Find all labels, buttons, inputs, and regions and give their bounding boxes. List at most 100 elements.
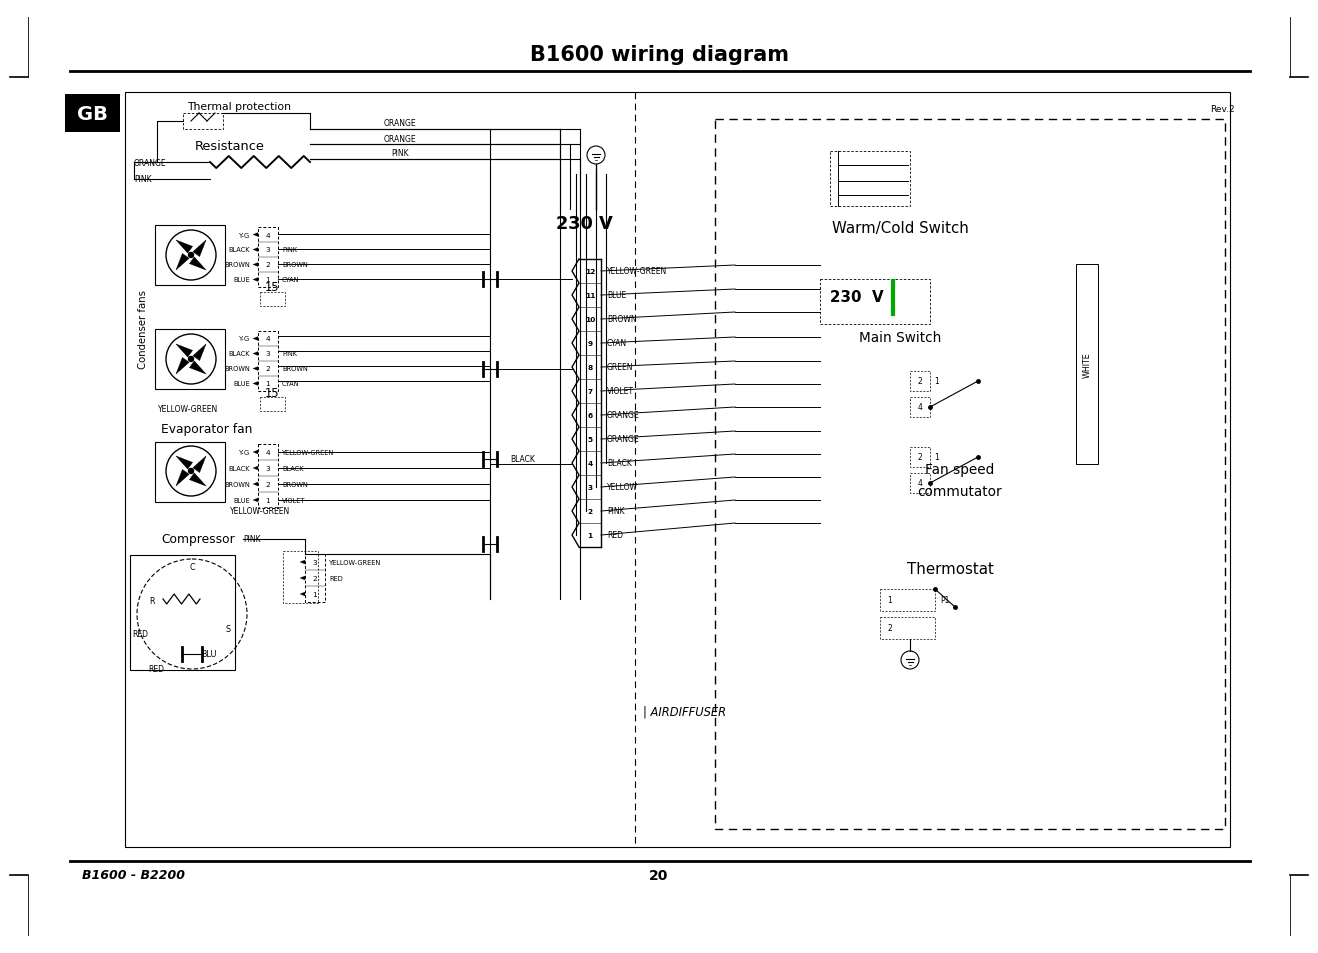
Text: 1: 1 [266,381,270,387]
Text: VIOLET: VIOLET [608,387,634,396]
Polygon shape [301,577,304,580]
Text: Y-G: Y-G [239,336,250,342]
Text: WHITE: WHITE [1082,352,1091,377]
Text: C: C [190,563,195,572]
Text: B1600 - B2200: B1600 - B2200 [82,868,185,882]
Text: 9: 9 [588,340,593,347]
Text: 4: 4 [266,336,270,342]
Text: 3: 3 [266,351,270,357]
Polygon shape [177,470,188,487]
Polygon shape [253,352,258,356]
Text: RED: RED [608,531,623,540]
Bar [1075,265,1098,464]
Text: 4: 4 [266,450,270,456]
Text: BLUE: BLUE [608,292,626,300]
Text: VIOLET: VIOLET [282,497,306,503]
Text: 2: 2 [266,262,270,268]
Text: RED: RED [330,576,343,581]
Text: B1600 wiring diagram: B1600 wiring diagram [530,45,788,65]
Bar [156,442,225,502]
Text: PINK: PINK [134,175,152,184]
Text: 1: 1 [312,592,318,598]
Polygon shape [192,241,206,257]
Text: 4: 4 [917,479,923,488]
Text: BROWN: BROWN [282,481,307,488]
Text: CYAN: CYAN [282,277,299,283]
Text: Thermal protection: Thermal protection [187,102,291,112]
Text: BROWN: BROWN [608,315,637,324]
Text: ORANGE: ORANGE [608,411,639,420]
Text: 3: 3 [266,247,270,253]
Text: BROWN: BROWN [224,366,250,372]
Bar [156,330,225,390]
Text: 3: 3 [266,465,270,472]
Text: 1: 1 [588,533,593,538]
FancyBboxPatch shape [65,95,120,132]
Text: 10: 10 [585,316,596,323]
Text: YELLOW-GREEN: YELLOW-GREEN [231,507,290,516]
Text: BLACK: BLACK [228,351,250,357]
Text: 2: 2 [917,377,923,386]
Text: Condenser fans: Condenser fans [138,291,148,369]
Polygon shape [177,241,192,253]
Text: PINK: PINK [608,507,625,516]
Text: BLACK: BLACK [282,465,303,472]
Text: ORANGE: ORANGE [384,119,416,129]
Text: 2: 2 [588,509,593,515]
Text: Warm/Cold Switch: Warm/Cold Switch [832,220,969,235]
Bar [130,556,235,670]
Polygon shape [177,254,188,271]
Text: R: R [149,597,154,606]
Circle shape [188,469,194,474]
Text: BROWN: BROWN [224,262,250,268]
Text: 15: 15 [265,281,279,294]
Text: 1: 1 [266,497,270,503]
Polygon shape [253,482,258,486]
Text: PINK: PINK [243,535,261,544]
Polygon shape [253,498,258,502]
Text: Resistance: Resistance [195,140,265,153]
Text: YELLOW-GREEN: YELLOW-GREEN [158,405,219,414]
Text: PINK: PINK [282,351,297,357]
Text: 20: 20 [650,868,668,882]
Text: 230  V: 230 V [830,291,883,305]
Polygon shape [177,345,192,357]
Text: PINK: PINK [391,150,409,158]
Text: Y-G: Y-G [239,233,250,238]
Polygon shape [177,358,188,375]
Polygon shape [192,456,206,473]
Text: GB: GB [76,105,108,123]
Text: Thermostat: Thermostat [907,562,994,577]
Polygon shape [253,263,258,267]
Text: Main Switch: Main Switch [859,331,941,345]
Text: commutator: commutator [917,484,1002,498]
Polygon shape [253,367,258,371]
Text: 2: 2 [266,366,270,372]
Text: 230 V: 230 V [556,214,613,233]
Text: P1: P1 [940,596,949,605]
Text: 2: 2 [266,481,270,488]
Text: BROWN: BROWN [224,481,250,488]
Text: Evaporator fan: Evaporator fan [161,423,252,436]
Text: 4: 4 [588,460,593,467]
Text: 3: 3 [312,559,318,565]
Text: YELLOW-GREEN: YELLOW-GREEN [330,559,381,565]
Text: YELLOW-GREEN: YELLOW-GREEN [608,267,667,276]
Text: RED: RED [132,630,148,639]
Polygon shape [253,382,258,386]
Polygon shape [192,345,206,361]
Text: Y-G: Y-G [239,450,250,456]
Text: PINK: PINK [282,247,297,253]
Text: 2: 2 [312,576,318,581]
Polygon shape [253,248,258,253]
Bar [156,226,225,286]
Text: 4: 4 [266,233,270,238]
Text: CYAN: CYAN [608,339,627,348]
Text: 1: 1 [934,453,938,462]
Text: 1: 1 [934,377,938,386]
Text: ORANGE: ORANGE [384,134,416,143]
Text: Compressor: Compressor [161,533,235,546]
Text: YELLOW-GREEN: YELLOW-GREEN [282,450,335,456]
Text: 5: 5 [588,436,593,442]
Text: BLACK: BLACK [228,247,250,253]
